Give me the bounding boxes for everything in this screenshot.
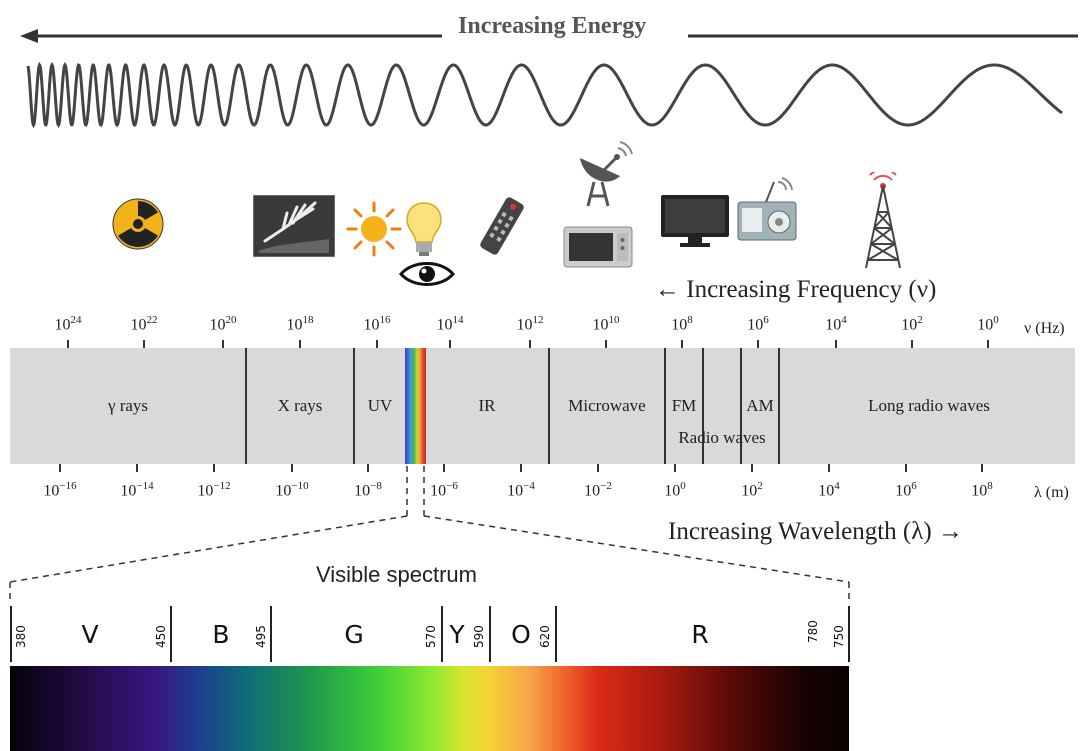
visible-zoom-lines bbox=[9, 466, 850, 602]
microwave-label: Microwave bbox=[568, 396, 646, 415]
spectrum-band-strip-right bbox=[426, 348, 1075, 464]
ir-label: IR bbox=[478, 396, 496, 415]
x-rays-label: X rays bbox=[277, 396, 323, 415]
rainbow-strip bbox=[405, 348, 426, 464]
nm-380-label: 380 bbox=[14, 625, 28, 648]
visible-tick bbox=[489, 606, 491, 662]
fm-label: FM bbox=[671, 396, 697, 415]
wavelength-tick-label: 10−4 bbox=[507, 480, 535, 500]
sun-icon bbox=[346, 201, 402, 257]
eye-icon bbox=[399, 262, 455, 286]
radio-waves-label: Radio waves bbox=[678, 428, 766, 447]
wavelength-unit-label: λ (m) bbox=[1034, 484, 1069, 501]
nm-495-label: 495 bbox=[254, 625, 268, 648]
nm-620-label: 620 bbox=[538, 625, 552, 648]
color-y-label: Y bbox=[449, 620, 465, 649]
microwave-oven-icon bbox=[563, 226, 633, 268]
visible-tick bbox=[170, 606, 172, 662]
color-o-label: O bbox=[511, 620, 531, 649]
frequency-tick-label: 106 bbox=[747, 314, 769, 334]
visible-tick bbox=[555, 606, 557, 662]
uv-label: UV bbox=[367, 396, 393, 415]
frequency-tick-label: 100 bbox=[977, 314, 999, 334]
frequency-tick-label: 1016 bbox=[363, 314, 391, 334]
frequency-tick-label: 1014 bbox=[436, 314, 464, 334]
visible-tick bbox=[10, 606, 12, 662]
wavelength-tick-label: 102 bbox=[741, 480, 763, 500]
nm-570-label: 570 bbox=[424, 625, 438, 648]
visible-tick bbox=[848, 606, 850, 662]
increasing-frequency-label: ← Increasing Frequency (ν) bbox=[655, 276, 937, 303]
frequency-tick-label: 1012 bbox=[516, 314, 544, 334]
increasing-energy-label: Increasing Energy bbox=[458, 13, 647, 39]
energy-arrow bbox=[20, 29, 1078, 43]
band-dividers bbox=[59, 340, 989, 472]
wavelength-tick-label: 104 bbox=[818, 480, 840, 500]
color-g-label: G bbox=[344, 620, 364, 649]
nm-450-label: 450 bbox=[154, 625, 168, 648]
wavelength-tick-label: 10−12 bbox=[197, 480, 231, 500]
satellite-dish-icon bbox=[580, 141, 633, 207]
wavelength-tick-label: 10−8 bbox=[354, 480, 382, 500]
wavelength-tick-label: 10−16 bbox=[43, 480, 77, 500]
visible-color-gradient bbox=[10, 666, 849, 751]
increasing-wavelength-label: Increasing Wavelength (λ) → bbox=[668, 518, 963, 545]
wavelength-tick-label: 108 bbox=[971, 480, 993, 500]
nm-780-label: 780 bbox=[806, 620, 820, 643]
frequency-tick-label: 1024 bbox=[54, 314, 82, 334]
visible-spectrum-title: Visible spectrum bbox=[316, 562, 477, 587]
color-r-label: R bbox=[691, 620, 709, 649]
frequency-tick-label: 1010 bbox=[592, 314, 620, 334]
light-bulb-icon bbox=[406, 202, 442, 256]
wavelength-tick-label: 10−14 bbox=[120, 480, 154, 500]
wavelength-tick-label: 10−2 bbox=[584, 480, 612, 500]
wavelength-tick-label: 10−10 bbox=[275, 480, 309, 500]
frequency-tick-label: 1018 bbox=[286, 314, 314, 334]
remote-control-icon bbox=[480, 197, 524, 255]
frequency-tick-label: 104 bbox=[825, 314, 847, 334]
visible-tick bbox=[441, 606, 443, 662]
gamma-rays-label: γ rays bbox=[107, 396, 149, 415]
nm-750-label: 750 bbox=[832, 625, 846, 648]
spectrum-band-strip bbox=[10, 348, 405, 464]
wavelength-tick-label: 106 bbox=[895, 480, 917, 500]
wave-graphic bbox=[26, 61, 1063, 129]
wavelength-tick-label: 10−6 bbox=[430, 480, 458, 500]
radio-icon bbox=[737, 177, 797, 241]
frequency-tick-label: 108 bbox=[671, 314, 693, 334]
television-icon bbox=[661, 195, 729, 247]
frequency-tick-label: 1022 bbox=[130, 314, 158, 334]
frequency-tick-label: 102 bbox=[901, 314, 923, 334]
long-radio-waves-label: Long radio waves bbox=[868, 396, 990, 415]
radiation-icon bbox=[112, 198, 164, 250]
visible-tick bbox=[270, 606, 272, 662]
frequency-unit-label: ν (Hz) bbox=[1024, 320, 1065, 337]
xray-hand-icon bbox=[253, 195, 335, 257]
am-label: AM bbox=[746, 396, 774, 415]
radio-tower-icon bbox=[865, 172, 901, 269]
wavelength-tick-label: 100 bbox=[664, 480, 686, 500]
frequency-tick-label: 1020 bbox=[209, 314, 237, 334]
color-b-label: B bbox=[212, 620, 230, 649]
nm-590-label: 590 bbox=[472, 625, 486, 648]
color-v-label: V bbox=[81, 620, 99, 649]
